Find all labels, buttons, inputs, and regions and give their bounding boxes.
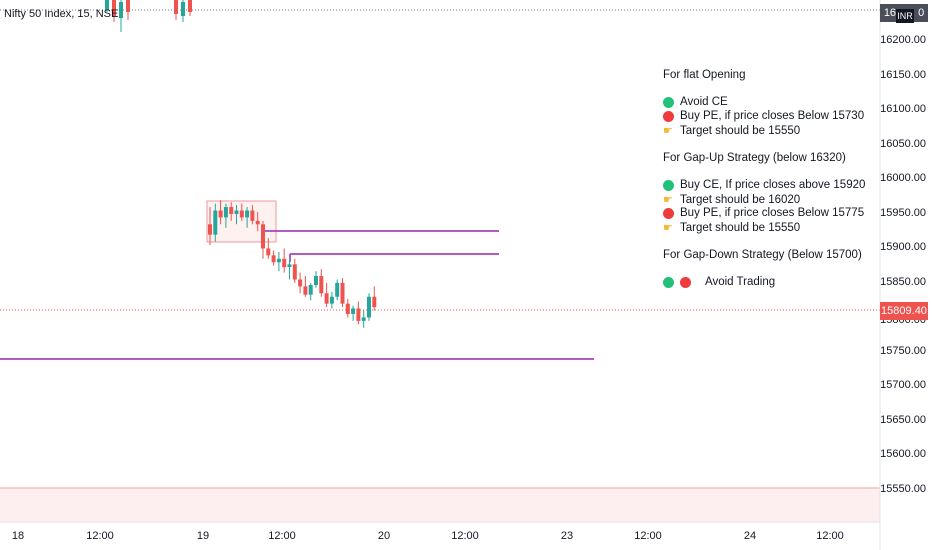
time-axis-label: 12:00 xyxy=(86,530,114,542)
candle-body xyxy=(367,296,371,318)
price-axis-label: 15900.00 xyxy=(880,241,926,253)
price-axis-label: 15750.00 xyxy=(880,345,926,357)
candle-body xyxy=(372,296,377,308)
strategy-note-text: Target should be 16020 xyxy=(680,193,801,206)
candle-body xyxy=(255,220,260,225)
candle-body xyxy=(329,296,334,304)
candle-body xyxy=(314,276,318,286)
strategy-note: For Gap-Down Strategy (Below 15700) xyxy=(663,249,862,261)
candle-body xyxy=(229,207,234,214)
red-circle-icon xyxy=(663,110,674,122)
price-axis-label: 15700.00 xyxy=(880,379,926,391)
strategy-note: Buy PE, if price closes Below 15730 xyxy=(663,110,864,122)
price-axis-label: 16000.00 xyxy=(880,172,926,184)
strategy-note-text: Avoid Trading xyxy=(705,276,776,288)
strategy-note-text: For Gap-Up Strategy (below 16320) xyxy=(663,152,846,164)
strategy-note-text: Buy PE, if price closes Below 15730 xyxy=(680,110,865,122)
time-axis-label: 20 xyxy=(377,530,391,542)
candle-body xyxy=(303,286,308,295)
time-axis-label: 18 xyxy=(11,530,25,542)
strategy-note-text: Buy PE, if price closes Below 15775 xyxy=(680,207,865,219)
strategy-note-text: Target should be 15550 xyxy=(680,221,801,234)
candle-body xyxy=(234,210,239,214)
candle-body xyxy=(245,210,250,218)
candle-body xyxy=(208,224,212,235)
time-axis-label: 12:00 xyxy=(634,530,662,542)
pointing-hand-icon: ☛ xyxy=(663,222,673,234)
green-circle-icon xyxy=(663,276,674,288)
candle-body xyxy=(282,258,287,268)
price-axis-label: 15850.00 xyxy=(880,276,926,288)
candle-body xyxy=(356,308,361,321)
candle-body xyxy=(340,282,345,304)
candle-body xyxy=(292,264,297,280)
price-axis-label: 16200.00 xyxy=(880,34,926,46)
time-axis-label: 12:00 xyxy=(816,530,844,542)
pointing-hand-icon: ☛ xyxy=(663,125,673,137)
green-circle-icon xyxy=(663,96,674,108)
candle-body xyxy=(351,308,356,314)
price-axis-label: 15600.00 xyxy=(880,448,926,460)
green-circle-icon xyxy=(663,179,674,191)
candle-body xyxy=(223,207,228,218)
candle-body xyxy=(261,224,265,249)
price-axis-label: 16050.00 xyxy=(880,138,926,150)
candle-body xyxy=(250,210,255,221)
red-circle-icon xyxy=(663,207,674,219)
candles-day19 xyxy=(208,200,377,328)
last-price-tag: 15809.40 xyxy=(880,302,928,320)
candle-body xyxy=(271,255,276,263)
strategy-note-text: Avoid CE xyxy=(680,96,728,108)
candle-body xyxy=(335,282,340,297)
price-axis-label: 16150.00 xyxy=(880,69,926,81)
strategy-note: ☛ Target should be 15550 xyxy=(663,124,801,138)
candle-body xyxy=(319,276,324,294)
strategy-note: Buy CE, If price closes above 15920 xyxy=(663,179,865,191)
strategy-note-text: Buy CE, If price closes above 15920 xyxy=(680,179,866,191)
candle-body xyxy=(276,258,281,263)
price-axis-label: 15650.00 xyxy=(880,414,926,426)
strategy-note: ☛ Target should be 15550 xyxy=(663,221,801,235)
candle-body xyxy=(308,285,313,295)
candle-body xyxy=(218,210,223,218)
candle-body xyxy=(287,264,292,268)
time-axis-label: 19 xyxy=(196,530,210,542)
price-axis-label: 15950.00 xyxy=(880,207,926,219)
support-zone xyxy=(0,488,880,522)
strategy-note: ☛ Target should be 16020 xyxy=(663,193,801,207)
time-axis-label: 12:00 xyxy=(451,530,479,542)
strategy-note: Buy PE, if price closes Below 15775 xyxy=(663,207,864,219)
strategy-note-text: Target should be 15550 xyxy=(680,124,801,137)
candle-body xyxy=(345,303,350,314)
candle-body xyxy=(213,210,218,235)
candle-body xyxy=(298,279,303,287)
prev-candles xyxy=(105,0,192,32)
strategy-note: For flat Opening xyxy=(663,69,745,81)
pointing-hand-icon: ☛ xyxy=(663,194,673,206)
symbol-title[interactable]: Nifty 50 Index, 15, NSE xyxy=(4,8,119,20)
strategy-note-text: For Gap-Down Strategy (Below 15700) xyxy=(663,249,862,261)
time-axis-label: 12:00 xyxy=(268,530,296,542)
currency-badge[interactable]: INR xyxy=(896,9,914,23)
candle-body xyxy=(324,293,329,304)
candle-body xyxy=(266,248,271,256)
red-circle-icon xyxy=(680,276,691,288)
strategy-note: Avoid Trading xyxy=(663,276,775,288)
time-axis-label: 24 xyxy=(743,530,757,542)
time-axis-label: 23 xyxy=(560,530,574,542)
strategy-note: Avoid CE xyxy=(663,96,728,108)
strategy-note-text: For flat Opening xyxy=(663,69,746,81)
price-axis-label: 16100.00 xyxy=(880,103,926,115)
strategy-note: For Gap-Up Strategy (below 16320) xyxy=(663,152,846,164)
candle-body xyxy=(361,317,366,321)
candle-body xyxy=(239,210,244,218)
price-axis-label: 15550.00 xyxy=(880,483,926,495)
